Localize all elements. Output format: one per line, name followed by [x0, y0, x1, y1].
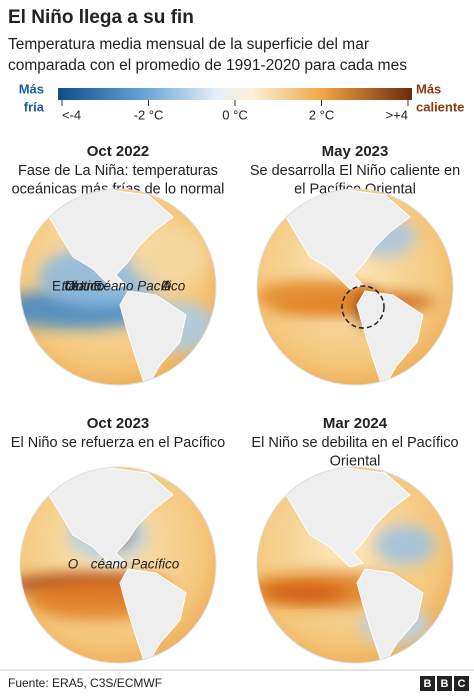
subtitle: comparada con el promedio de 1991-2020 p…	[8, 57, 407, 74]
panel-caption: El Niño se refuerza en el Pacífico	[11, 435, 225, 451]
panel-caption: El Niño se debilita en el Pacífico	[251, 435, 458, 451]
land	[119, 568, 187, 663]
globe-outline	[19, 466, 217, 664]
globe	[256, 466, 454, 664]
legend-hot: caliente	[416, 99, 464, 114]
globe-outline	[256, 466, 454, 664]
panel-caption: Oriental	[330, 453, 381, 469]
title: El Niño llega a su fin	[8, 7, 194, 28]
source: Fuente: ERA5, C3S/ECMWF	[8, 676, 162, 690]
color-scale	[58, 88, 412, 100]
panel-date: Mar 2024	[323, 415, 388, 432]
map-label: Océano Pacífico	[68, 557, 180, 572]
land	[42, 467, 174, 568]
land	[279, 467, 411, 568]
tick-label: -2 °C	[134, 107, 164, 122]
land	[42, 189, 174, 290]
land	[356, 290, 424, 385]
panel-caption: Fase de La Niña: temperaturas	[18, 163, 218, 179]
panel-caption: Se desarrolla El Niño caliente en	[250, 163, 460, 179]
panel-date: Oct 2023	[87, 415, 150, 432]
legend-cold: fría	[24, 99, 45, 114]
subtitle: Temperatura media mensual de la superfic…	[8, 36, 369, 53]
globe	[256, 188, 454, 386]
legend-cold: Más	[19, 81, 44, 96]
legend-hot: Más	[416, 81, 441, 96]
sst-anomaly	[257, 279, 375, 315]
globe-outline	[19, 188, 217, 386]
highlight-circle	[341, 285, 385, 329]
tick-label: 0 °C	[222, 107, 247, 122]
globe-content	[20, 467, 216, 663]
tick-label: 2 °C	[309, 107, 334, 122]
panel-date: Oct 2022	[87, 143, 150, 160]
logo-block	[454, 676, 469, 691]
land	[119, 290, 187, 385]
logo-letter: B	[441, 678, 449, 690]
globe: Océano Pacífico	[19, 466, 217, 664]
logo-block	[437, 676, 452, 691]
globe-outline	[256, 188, 454, 386]
globe-content	[20, 189, 216, 385]
sst-anomaly	[265, 585, 345, 601]
tick-label: >+4	[386, 107, 408, 122]
sst-anomaly	[375, 525, 435, 565]
panel-date: May 2023	[322, 143, 389, 160]
land	[356, 568, 424, 663]
tick-label: <-4	[62, 107, 81, 122]
sst-anomaly	[128, 227, 208, 287]
globe-content	[257, 467, 453, 663]
logo-block	[420, 676, 435, 691]
logo-letter: B	[424, 678, 432, 690]
logo-letter: C	[458, 678, 466, 690]
land	[279, 189, 411, 290]
